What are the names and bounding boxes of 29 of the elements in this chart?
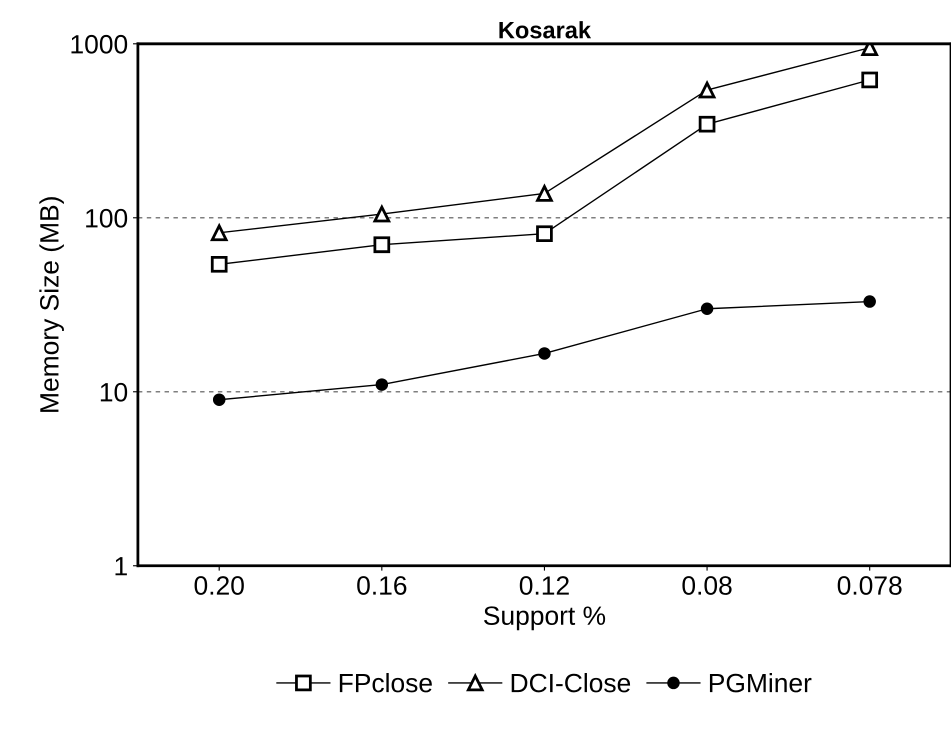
point	[536, 225, 553, 242]
x-tick-label: 0.078	[838, 576, 902, 595]
point	[698, 116, 716, 133]
x-tick-label: 0.12	[520, 576, 569, 595]
y-tick-label: 1	[116, 557, 127, 576]
point	[698, 82, 716, 98]
point	[212, 393, 226, 406]
legend-label: PGMiner	[710, 673, 812, 692]
point	[700, 302, 714, 316]
point	[376, 378, 388, 391]
y-tick-label: 1000	[71, 34, 128, 54]
point	[373, 206, 390, 222]
point	[861, 72, 878, 88]
point	[536, 185, 553, 202]
legend-label: DCI-Close	[512, 673, 630, 692]
point	[863, 295, 876, 308]
legend-label: FPclose	[340, 673, 432, 692]
point	[210, 256, 228, 273]
chart-title: Kosarak	[499, 21, 592, 38]
x-axis-title: Support %	[484, 606, 606, 630]
y-axis-title: Memory Size (MB)	[39, 197, 64, 412]
x-tick-label: 0.20	[194, 576, 244, 595]
y-tick-label: 100	[86, 208, 128, 228]
y-tick-label: 10	[100, 382, 128, 402]
point	[373, 236, 390, 254]
point	[538, 347, 551, 360]
x-tick-label: 0.16	[357, 576, 406, 595]
x-tick-label: 0.08	[682, 576, 732, 595]
point	[210, 224, 228, 242]
